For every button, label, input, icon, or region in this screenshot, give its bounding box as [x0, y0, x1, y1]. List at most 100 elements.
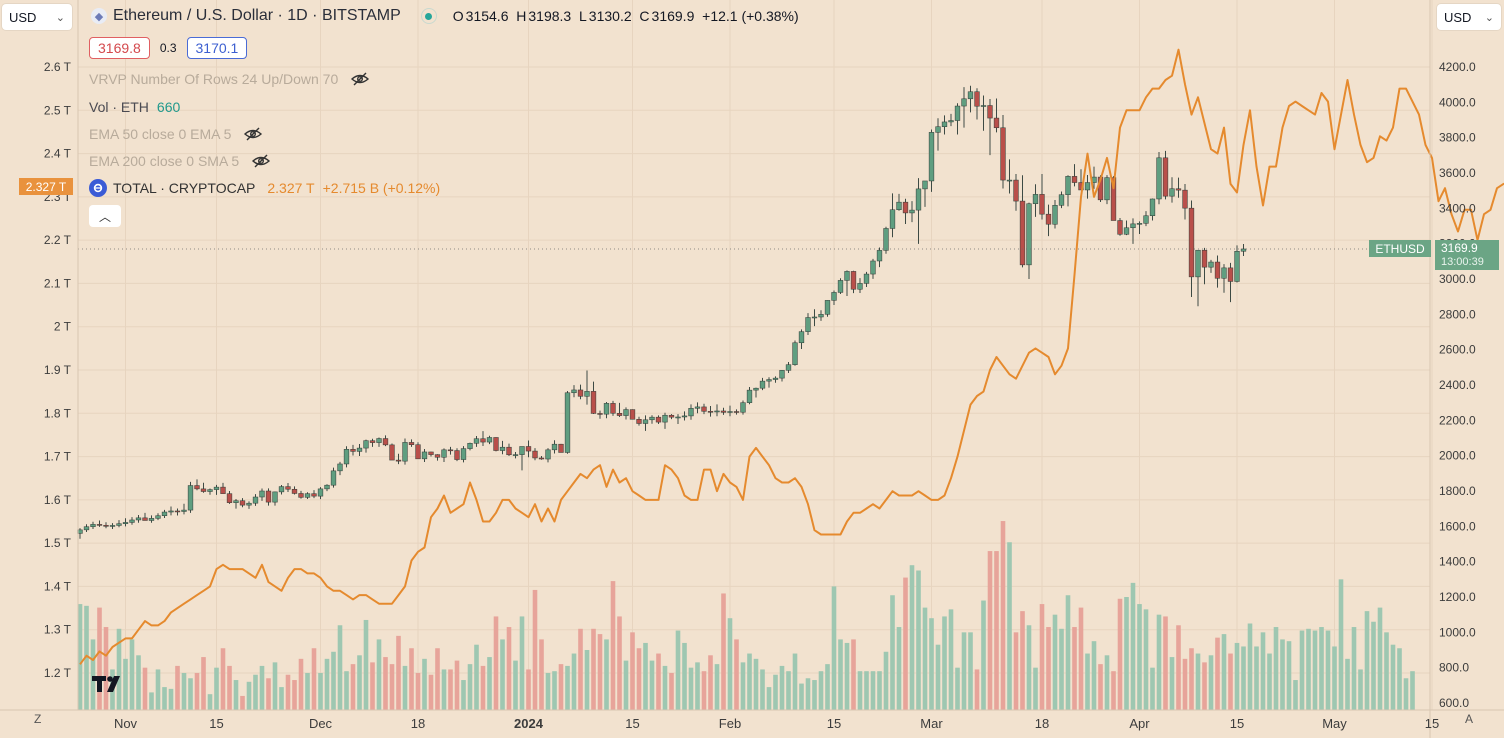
time-axis-label: Apr — [1129, 716, 1150, 731]
candle — [441, 448, 447, 463]
candle — [714, 404, 720, 417]
candle — [421, 448, 428, 463]
candle-body — [187, 485, 194, 511]
candle-body — [792, 342, 798, 365]
volume-bar — [929, 618, 934, 710]
volume-bar — [396, 635, 401, 710]
left-axis-tick: 2.2 T — [44, 233, 72, 247]
volume-bar — [155, 669, 161, 710]
candle-body — [499, 446, 506, 451]
indicator-ema50[interactable]: EMA 50 close 0 EMA 5 — [89, 126, 263, 142]
volume-bar — [90, 639, 96, 710]
candle — [239, 498, 246, 508]
hidden-eye-icon[interactable] — [243, 127, 263, 141]
right-axis-tick: 2000.0 — [1439, 449, 1476, 463]
volume-bar — [935, 644, 941, 710]
indicator-volume[interactable]: Vol · ETH 660 — [89, 99, 180, 115]
volume-bar — [792, 653, 798, 710]
candle-body — [1058, 194, 1065, 206]
volume-bar — [493, 616, 499, 710]
candle-body — [987, 105, 993, 119]
candle-body — [707, 411, 714, 413]
indicator-vrvp[interactable]: VRVP Number Of Rows 24 Up/Down 70 — [89, 71, 370, 87]
right-axis-tick: 2800.0 — [1439, 307, 1476, 321]
volume-bar — [1130, 582, 1136, 710]
volume-bar — [1117, 598, 1123, 710]
sell-price-button[interactable]: 3169.8 — [89, 37, 150, 59]
candle — [701, 403, 707, 415]
volume-bar — [272, 662, 278, 710]
volume-bar — [1377, 607, 1383, 710]
left-axis-tick: 2.5 T — [44, 103, 72, 117]
candle — [740, 400, 746, 415]
volume-bars — [77, 521, 1415, 710]
candle — [935, 118, 941, 151]
right-currency-select[interactable]: USD ⌄ — [1437, 4, 1501, 30]
volume-bar — [1221, 634, 1227, 710]
candle — [1065, 175, 1071, 207]
hidden-eye-icon[interactable] — [251, 154, 271, 168]
indicator-ema200[interactable]: EMA 200 close 0 SMA 5 — [89, 153, 271, 169]
candle-body — [122, 522, 129, 524]
candle — [954, 103, 961, 135]
candle — [779, 369, 785, 382]
candle-body — [343, 449, 350, 465]
symbol-legend[interactable]: ◆ Ethereum / U.S. Dollar · 1D · BITSTAMP… — [91, 7, 799, 25]
volume-bar — [311, 648, 317, 710]
candle-body — [194, 485, 200, 490]
candle — [941, 115, 948, 135]
candle-body — [636, 419, 642, 424]
volume-bar — [591, 628, 596, 710]
indicator-vrvp-label: VRVP Number Of Rows 24 Up/Down 70 — [89, 71, 339, 87]
volume-bar — [851, 639, 856, 710]
candle — [330, 467, 337, 488]
collapse-legend-button[interactable]: ︿ — [89, 205, 121, 227]
volume-bar — [1332, 646, 1337, 710]
spread-value: 0.3 — [159, 41, 177, 55]
volume-bar — [1000, 521, 1006, 710]
overlay-legend[interactable]: TOTAL · CRYPTOCAP 2.327 T +2.715 B (+0.1… — [89, 179, 440, 197]
volume-bar — [968, 632, 973, 710]
candle — [486, 435, 493, 445]
left-currency-value: USD — [9, 9, 37, 25]
candle — [1123, 220, 1130, 236]
volume-bar — [1325, 630, 1331, 710]
candle — [1045, 204, 1052, 237]
volume-bar — [857, 671, 863, 710]
candle — [720, 407, 727, 415]
candle — [681, 411, 688, 421]
candle-body — [1019, 200, 1026, 266]
candle — [337, 461, 343, 476]
left-currency-select[interactable]: USD ⌄ — [2, 4, 72, 30]
candle — [753, 387, 759, 398]
buy-price-button[interactable]: 3170.1 — [186, 37, 248, 59]
candle — [688, 404, 694, 420]
candle-body — [785, 364, 792, 371]
candle — [876, 247, 883, 268]
candle-body — [460, 448, 467, 460]
auto-scale-button[interactable]: A — [1465, 712, 1474, 726]
volume-bar — [688, 667, 694, 710]
volume-bar — [1241, 646, 1246, 710]
candle — [525, 440, 532, 458]
chevron-down-icon: ⌄ — [55, 11, 65, 24]
candle — [590, 381, 597, 414]
volume-bar — [305, 672, 310, 710]
tradingview-logo[interactable] — [92, 674, 128, 699]
candle-body — [389, 444, 395, 461]
volume-bar — [721, 593, 726, 710]
candle-body — [616, 413, 623, 416]
candle — [506, 443, 512, 457]
volume-bar — [1286, 641, 1292, 710]
left-axis-tick: 1.7 T — [44, 450, 72, 464]
volume-bar — [864, 671, 869, 710]
candle — [896, 193, 902, 211]
zoom-mode-button[interactable]: Z — [34, 712, 42, 726]
candle — [1058, 191, 1065, 209]
candle-body — [941, 121, 948, 127]
candle-body — [285, 486, 291, 490]
candle — [675, 414, 681, 425]
hidden-eye-icon[interactable] — [350, 72, 370, 86]
candle-body — [876, 250, 883, 262]
